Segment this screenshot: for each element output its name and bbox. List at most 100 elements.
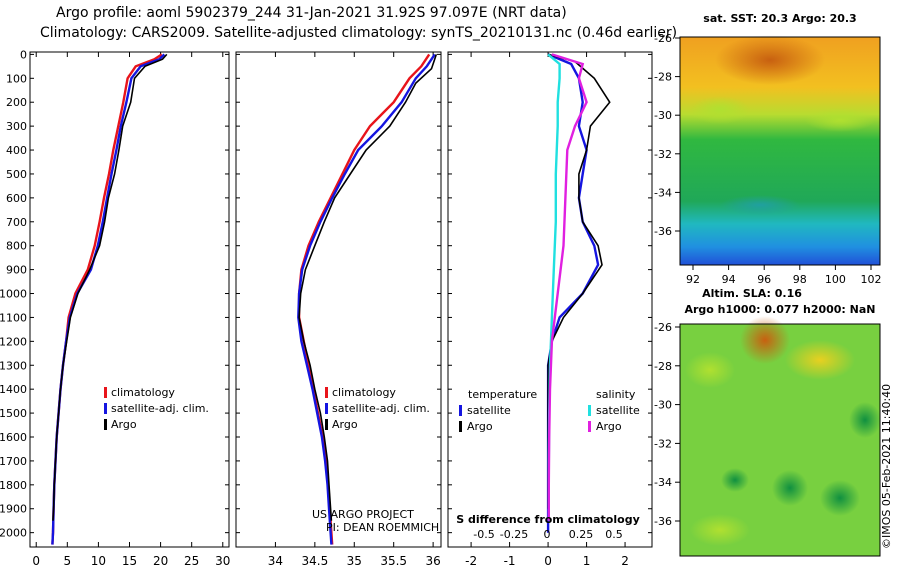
legend-swatch <box>104 419 107 430</box>
series-line-salinity-argo <box>547 53 588 521</box>
y-tick-label: 600 <box>6 192 27 205</box>
legend-label: Argo <box>596 420 622 433</box>
series-line-satellite-adj-clim- <box>297 53 436 545</box>
x-tick-label: 34.5 <box>301 554 328 568</box>
secondary-x-tick-label: 0.5 <box>605 528 623 541</box>
y-tick-label: 900 <box>6 264 27 277</box>
y-tick-label: 100 <box>6 72 27 85</box>
legend-label: satellite <box>467 404 511 417</box>
legend-label: satellite-adj. clim. <box>332 402 430 415</box>
y-tick-label: 500 <box>6 168 27 181</box>
legend-swatch <box>325 419 328 430</box>
x-tick-label: 2 <box>621 554 629 568</box>
x-tick-label: 35.5 <box>380 554 407 568</box>
sla-map: Altim. SLA: 0.16 Argo h1000: 0.077 h2000… <box>654 287 881 557</box>
y-tick-label: 1900 <box>0 503 27 516</box>
x-tick-label: 35 <box>347 554 362 568</box>
plot-frame <box>235 51 442 548</box>
y-tick-label: 1300 <box>0 359 27 372</box>
imos-credit: ©IMOS 05-Feb-2021 11:40:40 <box>880 383 893 549</box>
y-tick-label: 400 <box>6 144 27 157</box>
x-tick-label: 36 <box>425 554 440 568</box>
y-tick-label: 200 <box>6 96 27 109</box>
secondary-x-tick-label: 0.25 <box>569 528 594 541</box>
legend-label: satellite <box>596 404 640 417</box>
y-tick-label: 1600 <box>0 431 27 444</box>
series-line-argo <box>298 54 438 521</box>
x-tick-label: 20 <box>153 554 168 568</box>
map-x-tick-label: 100 <box>825 273 846 286</box>
map-y-tick-label: -30 <box>654 109 672 122</box>
series-line-climatology <box>51 53 163 545</box>
map-y-tick-label: -28 <box>654 360 672 373</box>
sla-map-title-line1: Altim. SLA: 0.16 <box>702 287 802 300</box>
legend-swatch <box>588 405 591 416</box>
temperature-profile: 0100200300400500600700800900100011001200… <box>0 48 230 568</box>
legend-label: Argo <box>332 418 358 431</box>
x-tick-label: -1 <box>504 554 516 568</box>
secondary-x-tick-label: 0 <box>544 528 551 541</box>
y-tick-label: 1000 <box>0 288 27 301</box>
pi-annotation: PI: DEAN ROEMMICH <box>326 521 439 534</box>
x-tick-label: 34 <box>268 554 283 568</box>
x-tick-label: 10 <box>91 554 106 568</box>
legend-swatch <box>588 421 591 432</box>
x-tick-label: 25 <box>184 554 199 568</box>
y-tick-label: 0 <box>20 48 27 61</box>
map-x-tick-label: 98 <box>793 273 807 286</box>
map-y-tick-label: -32 <box>654 437 672 450</box>
series-line-argo <box>52 53 168 521</box>
chart-title-line2: Climatology: CARS2009. Satellite-adjuste… <box>40 25 678 41</box>
map-y-tick-label: -34 <box>654 186 672 199</box>
y-tick-label: 1400 <box>0 383 27 396</box>
legend-swatch <box>459 405 462 416</box>
sla-map-title-line2: Argo h1000: 0.077 h2000: NaN <box>684 303 875 316</box>
y-tick-label: 2000 <box>0 527 27 540</box>
map-x-tick-label: 94 <box>722 273 736 286</box>
legend-label: satellite-adj. clim. <box>111 402 209 415</box>
map-y-tick-label: -36 <box>654 225 672 238</box>
series-line-satellite-adj-clim- <box>51 53 166 545</box>
legend-swatch <box>104 403 107 414</box>
y-tick-label: 800 <box>6 240 27 253</box>
x-tick-label: 30 <box>215 554 230 568</box>
x-tick-label: 1 <box>583 554 591 568</box>
map-y-tick-label: -32 <box>654 148 672 161</box>
legend-swatch <box>459 421 462 432</box>
map-y-tick-label: -30 <box>654 399 672 412</box>
map-y-tick-label: -34 <box>654 476 672 489</box>
project-annotation: US ARGO PROJECT <box>312 508 414 521</box>
x-axis-label: S difference from climatology <box>456 513 640 526</box>
map-x-tick-label: 96 <box>757 273 771 286</box>
legend-label: climatology <box>111 386 175 399</box>
y-tick-label: 700 <box>6 216 27 229</box>
legend-heading: salinity <box>596 388 636 401</box>
map-y-tick-label: -36 <box>654 515 672 528</box>
legend-swatch <box>104 387 107 398</box>
chart-title-line1: Argo profile: aoml 5902379_244 31-Jan-20… <box>56 5 567 21</box>
y-tick-label: 1800 <box>0 479 27 492</box>
secondary-x-tick-label: -0.25 <box>500 528 528 541</box>
map-x-tick-label: 102 <box>861 273 882 286</box>
series-line-climatology <box>297 53 431 545</box>
legend-label: climatology <box>332 386 396 399</box>
x-tick-label: 0 <box>544 554 552 568</box>
x-tick-label: -2 <box>465 554 477 568</box>
y-tick-label: 1200 <box>0 335 27 348</box>
y-tick-label: 300 <box>6 120 27 133</box>
sst-map: sat. SST: 20.3 Argo: 20.3 -26 -28 -30 -32 -3… <box>654 12 881 286</box>
y-tick-label: 1500 <box>0 407 27 420</box>
x-tick-label: 15 <box>122 554 137 568</box>
map-y-tick-label: -28 <box>654 71 672 84</box>
y-tick-label: 1100 <box>0 311 27 324</box>
plot-frame <box>29 51 230 548</box>
x-tick-label: 0 <box>32 554 40 568</box>
legend-swatch <box>325 387 328 398</box>
map-y-tick-label: -26 <box>654 321 672 334</box>
legend-label: Argo <box>467 420 493 433</box>
map-y-tick-label: -26 <box>654 32 672 45</box>
plot-frame <box>447 51 653 548</box>
secondary-x-tick-label: -0.5 <box>473 528 494 541</box>
y-tick-label: 1700 <box>0 455 27 468</box>
